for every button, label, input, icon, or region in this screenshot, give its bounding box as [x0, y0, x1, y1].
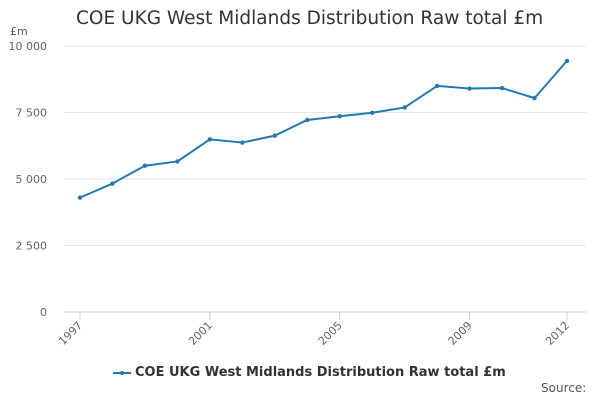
- legend-swatch-marker: [120, 370, 124, 375]
- data-point: [337, 114, 342, 119]
- legend-swatch: [113, 368, 131, 378]
- y-tick-label: 0: [40, 306, 47, 319]
- legend-label: COE UKG West Midlands Distribution Raw t…: [135, 365, 506, 380]
- y-axis-ticks: 0 2 500 5 000 7 500 10 000: [9, 40, 48, 319]
- data-point: [370, 110, 375, 115]
- x-axis: 1997 2001 2005 2009 2012: [56, 311, 586, 348]
- data-point: [532, 95, 537, 101]
- data-point: [434, 83, 440, 89]
- source-label: Source:: [541, 381, 587, 395]
- data-point: [207, 137, 213, 142]
- y-tick-label: 5 000: [16, 173, 48, 186]
- y-axis-unit-label: £m: [10, 25, 28, 38]
- data-point: [499, 85, 505, 91]
- data-point: [240, 140, 245, 145]
- data-point: [110, 181, 115, 186]
- data-point: [467, 86, 472, 91]
- data-point: [402, 105, 407, 110]
- data-point: [272, 133, 277, 138]
- y-tick-label: 7 500: [16, 107, 48, 120]
- data-point: [175, 159, 180, 164]
- x-tick-label: 2012: [543, 319, 572, 348]
- data-point: [305, 117, 310, 123]
- series-layer: [77, 58, 570, 200]
- data-point: [142, 163, 148, 168]
- legend: COE UKG West Midlands Distribution Raw t…: [113, 365, 506, 380]
- x-tick-label: 2005: [316, 319, 345, 348]
- x-tick-label: 2001: [186, 319, 215, 348]
- data-point: [77, 195, 83, 200]
- gridlines: [64, 45, 586, 246]
- x-tick-label: 2009: [446, 319, 475, 348]
- chart-title: COE UKG West Midlands Distribution Raw t…: [76, 8, 544, 29]
- y-tick-label: 10 000: [9, 40, 48, 53]
- x-tick-label: 1997: [56, 319, 85, 348]
- series-line: [79, 59, 568, 199]
- y-tick-label: 2 500: [16, 240, 48, 253]
- data-point: [564, 58, 570, 64]
